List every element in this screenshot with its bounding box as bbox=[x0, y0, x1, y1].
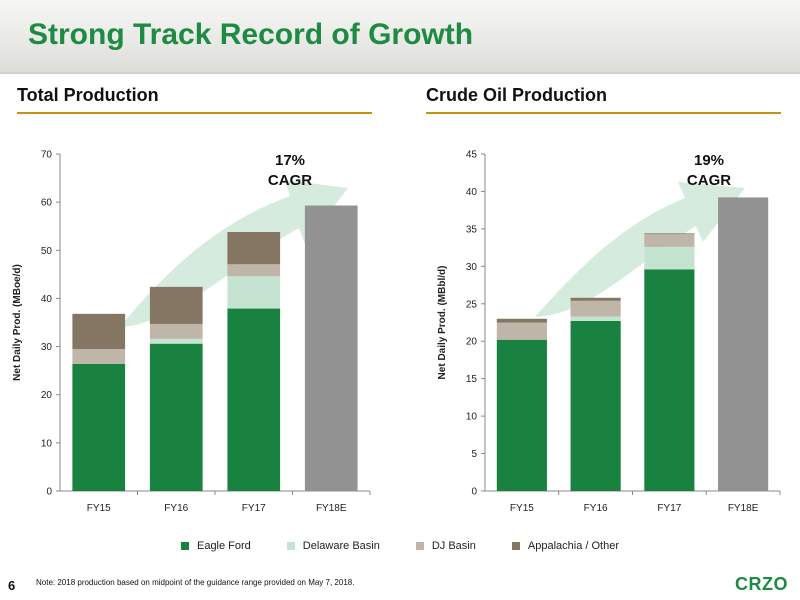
x-tick-label: FY17 bbox=[242, 503, 266, 514]
y-tick-label: 60 bbox=[41, 198, 53, 209]
company-logo: CRZO bbox=[735, 574, 788, 594]
left-chart-title: Total Production bbox=[17, 85, 159, 105]
bar-fy16-delaware-basin bbox=[149, 338, 203, 344]
footnote: Note: 2018 production based on midpoint … bbox=[36, 578, 355, 587]
bar-fy18e-total bbox=[718, 197, 769, 491]
y-tick-label: 20 bbox=[41, 390, 53, 401]
legend-item-delaware-basin: Delaware Basin bbox=[286, 540, 380, 552]
page-number: 6 bbox=[8, 578, 16, 593]
growth-arrow bbox=[535, 182, 745, 317]
x-tick-label: FY16 bbox=[584, 503, 608, 514]
y-tick-label: 5 bbox=[471, 449, 477, 460]
y-tick-label: 35 bbox=[466, 224, 478, 235]
y-tick-label: 70 bbox=[41, 150, 53, 161]
cagr-label: CAGR bbox=[268, 172, 312, 189]
legend-label-delaware-basin: Delaware Basin bbox=[302, 540, 380, 552]
legend-swatch-eagle-ford bbox=[180, 542, 189, 550]
bar-fy16-appalachia-other bbox=[570, 297, 621, 301]
x-tick-label: FY17 bbox=[657, 503, 681, 514]
bar-fy17-delaware-basin bbox=[644, 246, 695, 270]
bar-fy15-appalachia-other bbox=[72, 313, 126, 349]
bar-fy16-delaware-basin bbox=[570, 316, 621, 322]
legend-label-dj-basin: DJ Basin bbox=[431, 540, 476, 552]
y-tick-label: 0 bbox=[46, 487, 52, 498]
legend-swatch-appalachia-other bbox=[511, 542, 520, 550]
legend-label-eagle-ford: Eagle Ford bbox=[196, 540, 251, 552]
y-tick-label: 45 bbox=[466, 150, 478, 161]
legend-item-eagle-ford: Eagle Ford bbox=[180, 540, 251, 552]
x-tick-label: FY15 bbox=[87, 503, 111, 514]
y-tick-label: 10 bbox=[41, 438, 53, 449]
y-tick-label: 25 bbox=[466, 299, 478, 310]
y-tick-label: 15 bbox=[466, 374, 478, 385]
legend-item-appalachia-other: Appalachia / Other bbox=[511, 540, 619, 552]
x-tick-label: FY18E bbox=[728, 503, 759, 514]
x-tick-label: FY16 bbox=[164, 503, 188, 514]
right-chart-title: Crude Oil Production bbox=[426, 85, 608, 105]
total-production-chart: 17% CAGR 0 10 20 30 40 50 60 70 Net Daily Prod. (M… bbox=[12, 150, 371, 514]
legend-swatch-dj-basin bbox=[415, 542, 424, 550]
cagr-percent: 17% bbox=[275, 152, 305, 169]
crude-oil-production-chart: 19% CAGR 0 5 10 15 20 25 30 35 40 45 Net Daily Prod.… bbox=[437, 150, 781, 514]
bar-fy17-delaware-basin bbox=[227, 276, 281, 309]
bar-fy15-eagle-ford bbox=[72, 363, 126, 491]
y-tick-label: 30 bbox=[466, 262, 478, 273]
x-tick-label: FY18E bbox=[316, 503, 347, 514]
y-tick-label: 40 bbox=[41, 294, 53, 305]
bar-fy17-appalachia-other bbox=[227, 231, 281, 265]
title-band bbox=[0, 0, 800, 74]
legend-item-dj-basin: DJ Basin bbox=[415, 540, 476, 552]
bar-fy16-eagle-ford bbox=[149, 343, 203, 491]
bar-fy16-dj-basin bbox=[570, 300, 621, 317]
bar-fy17-eagle-ford bbox=[644, 269, 695, 491]
legend-swatch-delaware-basin bbox=[286, 542, 295, 550]
bar-fy15-dj-basin bbox=[72, 348, 126, 364]
right-title-rule bbox=[426, 112, 781, 114]
bar-fy16-dj-basin bbox=[149, 323, 203, 339]
y-axis-title: Net Daily Prod. (MBoe/d) bbox=[12, 264, 23, 381]
slide-title: Strong Track Record of Growth bbox=[28, 18, 474, 51]
bar-fy16-appalachia-other bbox=[149, 286, 203, 324]
bar-fy15-eagle-ford bbox=[496, 339, 547, 491]
y-tick-label: 10 bbox=[466, 412, 478, 423]
legend-label-appalachia-other: Appalachia / Other bbox=[527, 540, 619, 552]
bar-fy17-eagle-ford bbox=[227, 308, 281, 491]
bar-fy17-dj-basin bbox=[644, 234, 695, 247]
y-tick-label: 20 bbox=[466, 337, 478, 348]
y-axis-title: Net Daily Prod. (MBbl/d) bbox=[437, 266, 448, 380]
y-tick-label: 0 bbox=[471, 487, 477, 498]
bar-fy18e-total bbox=[304, 205, 358, 491]
chart-legend: Eagle Ford Delaware Basin DJ Basin Appal… bbox=[0, 540, 800, 552]
y-tick-label: 30 bbox=[41, 342, 53, 353]
bar-fy15-appalachia-other bbox=[496, 318, 547, 323]
bar-fy15-dj-basin bbox=[496, 322, 547, 340]
bar-fy16-eagle-ford bbox=[570, 321, 621, 491]
y-tick-label: 40 bbox=[466, 187, 478, 198]
bar-fy17-appalachia-other bbox=[644, 233, 695, 235]
bar-fy17-dj-basin bbox=[227, 264, 281, 277]
cagr-percent: 19% bbox=[694, 152, 724, 169]
cagr-label: CAGR bbox=[687, 172, 731, 189]
left-title-rule bbox=[17, 112, 372, 114]
x-tick-label: FY15 bbox=[510, 503, 534, 514]
y-tick-label: 50 bbox=[41, 246, 53, 257]
